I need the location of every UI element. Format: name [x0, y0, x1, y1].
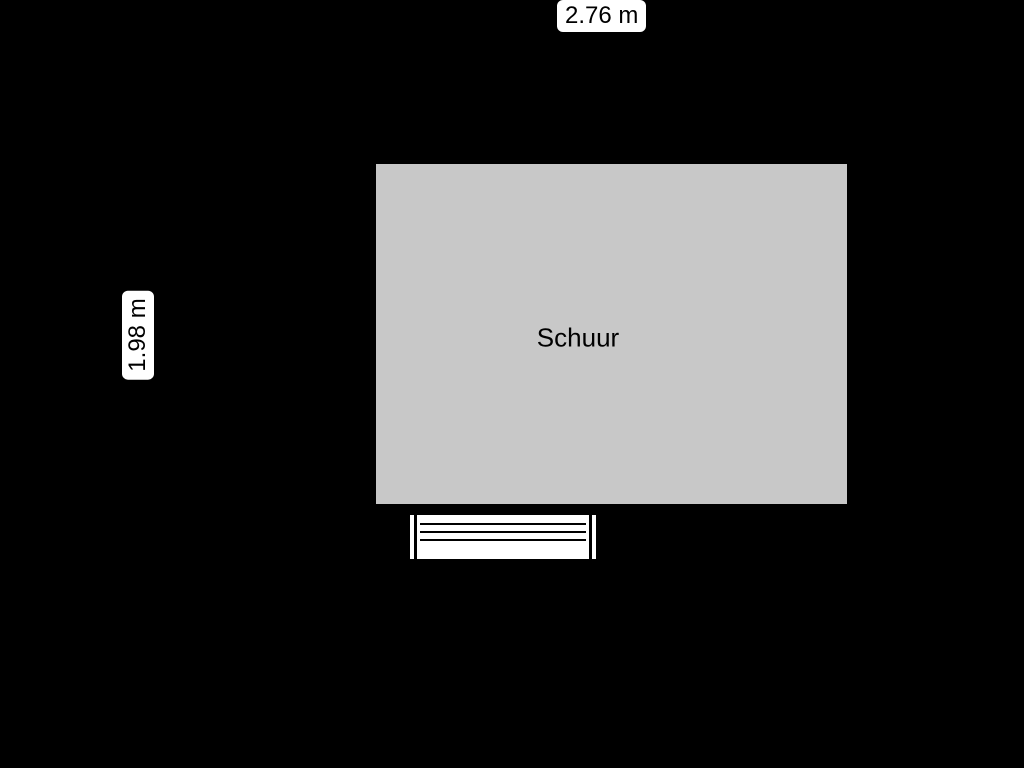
- door-step-line: [420, 531, 586, 533]
- door-step-line: [420, 539, 586, 541]
- dimension-width-label: 2.76 m: [557, 0, 646, 32]
- room-label: Schuur: [537, 323, 619, 354]
- door-step: [405, 510, 601, 564]
- door-step-line: [420, 523, 586, 525]
- floorplan-canvas: { "plan": { "type": "floorplan", "backgr…: [0, 0, 1024, 768]
- dimension-height-label: 1.98 m: [122, 290, 154, 379]
- door-step-side: [589, 515, 592, 559]
- door-step-side: [414, 515, 417, 559]
